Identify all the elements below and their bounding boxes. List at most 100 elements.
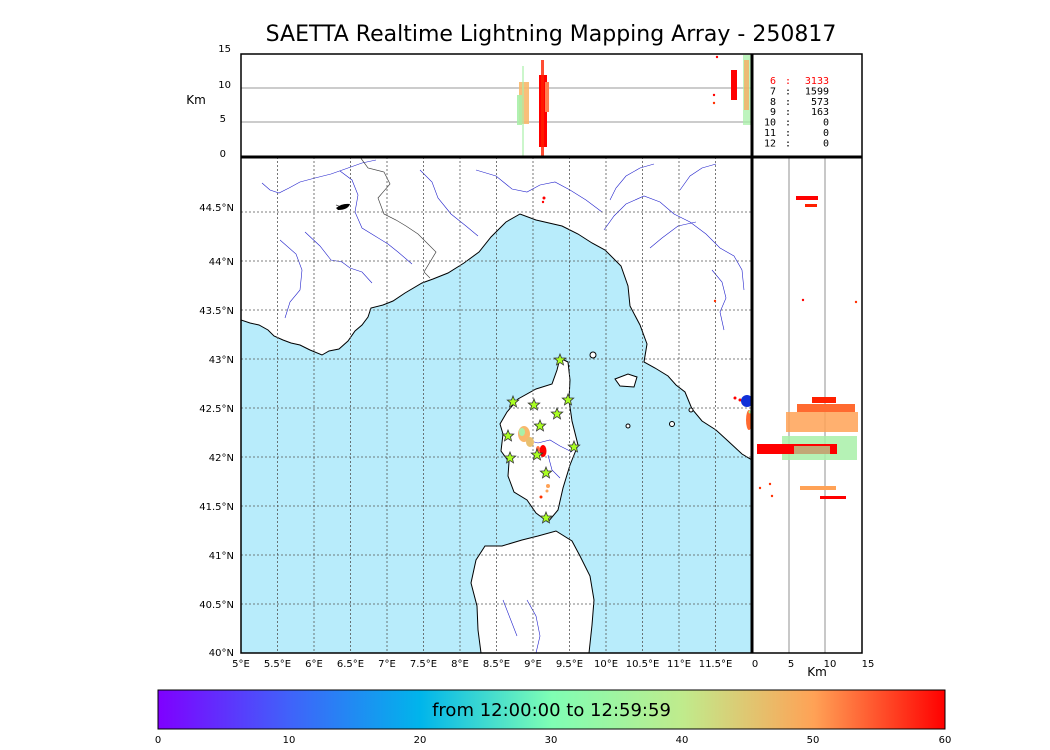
station-star-icon xyxy=(539,510,553,524)
mainland xyxy=(241,157,752,461)
map-panel xyxy=(241,157,752,653)
station-star-icon xyxy=(533,418,547,432)
lat-tick: 41°N xyxy=(209,551,234,562)
count-separator: : xyxy=(785,138,791,149)
colorbar-tick: 10 xyxy=(283,735,296,746)
side-unit-label: Km xyxy=(807,665,827,679)
altitude-ticks: 0 5 10 15 xyxy=(218,44,231,160)
count-hour: 9 xyxy=(770,107,776,118)
count-separator: : xyxy=(785,86,791,97)
altitude-longitude-panel xyxy=(241,54,862,157)
colorbar-ticks: 0 10 20 30 40 50 60 xyxy=(155,735,952,746)
side-tick: 10 xyxy=(824,659,837,670)
count-value: 573 xyxy=(811,97,829,108)
corsica xyxy=(499,357,579,523)
longitude-ticks: 5°E 5.5°E 6°E 6.5°E 7°E 7.5°E 8°E 8.5°E … xyxy=(232,659,732,670)
count-value: 0 xyxy=(823,138,829,149)
count-separator: : xyxy=(785,76,791,87)
colorbar-tick: 30 xyxy=(545,735,558,746)
count-hour: 10 xyxy=(764,118,776,129)
lon-tick: 5.5°E xyxy=(264,659,291,670)
lat-tick: 44.5°N xyxy=(199,203,234,214)
count-separator: : xyxy=(785,118,791,129)
elba-island xyxy=(614,373,638,388)
lat-tick: 44°N xyxy=(209,257,234,268)
alt-tick: 5 xyxy=(220,114,226,125)
station-star-icon xyxy=(553,352,567,366)
side-tick: 5 xyxy=(788,659,794,670)
station-star-icon xyxy=(550,406,564,420)
count-value: 1599 xyxy=(805,86,829,97)
lat-tick: 43.5°N xyxy=(199,306,234,317)
lake xyxy=(336,203,350,210)
lon-tick: 11°E xyxy=(667,659,691,670)
altitude-unit-label: Km xyxy=(186,93,206,107)
lon-tick: 7°E xyxy=(378,659,396,670)
lon-tick: 8°E xyxy=(451,659,469,670)
sardinia xyxy=(470,530,595,653)
small-island xyxy=(589,351,597,359)
rivers xyxy=(261,159,745,653)
count-hour: 11 xyxy=(764,128,776,139)
side-tick: 0 xyxy=(752,659,758,670)
alt-tick: 15 xyxy=(218,44,231,55)
count-value: 0 xyxy=(823,128,829,139)
side-altitude-ticks: 0 5 10 15 xyxy=(752,659,875,670)
station-star-icon xyxy=(527,397,541,411)
station-star-icon xyxy=(567,439,581,453)
lat-tick: 40°N xyxy=(209,648,234,659)
alt-tick: 10 xyxy=(218,80,231,91)
count-hour: 7 xyxy=(770,86,776,97)
plot-title: SAETTA Realtime Lightning Mapping Array … xyxy=(265,22,837,47)
station-star-icon xyxy=(539,465,553,479)
colorbar-tick: 40 xyxy=(676,735,689,746)
hour-counts: 6: 3133 7: 1599 8: 573 9: 163 10: 0 11: 0 12: 0 xyxy=(764,76,829,149)
count-separator: : xyxy=(785,107,791,118)
colorbar-tick: 20 xyxy=(414,735,427,746)
lon-tick: 9.5°E xyxy=(556,659,583,670)
count-value: 163 xyxy=(811,107,829,118)
station-star-icon xyxy=(503,450,517,464)
count-hour: 8 xyxy=(770,97,776,108)
small-island xyxy=(625,423,631,429)
latitude-ticks: 40°N 40.5°N 41°N 41.5°N 42°N 42.5°N 43°N… xyxy=(199,203,234,659)
lat-tick: 43°N xyxy=(209,355,234,366)
lon-tick: 6°E xyxy=(305,659,323,670)
colorbar-time-range-label: from 12:00:00 to 12:59:59 xyxy=(432,700,671,721)
altitude-sources xyxy=(517,55,753,156)
station-star-icon xyxy=(501,428,515,442)
lon-tick: 5°E xyxy=(232,659,250,670)
side-sources xyxy=(757,196,858,499)
alt-tick: 0 xyxy=(220,149,226,160)
lon-tick: 11.5°E xyxy=(699,659,733,670)
lon-tick: 6.5°E xyxy=(337,659,364,670)
lat-tick: 41.5°N xyxy=(199,502,234,513)
station-star-icon xyxy=(506,394,520,408)
count-hour: 6 xyxy=(770,76,776,87)
lon-tick: 9°E xyxy=(524,659,542,670)
count-hour: 12 xyxy=(764,138,776,149)
station-markers xyxy=(501,352,581,524)
station-star-icon xyxy=(530,447,544,461)
lat-tick: 40.5°N xyxy=(199,600,234,611)
station-star-icon xyxy=(561,392,575,406)
lat-tick: 42°N xyxy=(209,453,234,464)
lon-tick: 10°E xyxy=(594,659,618,670)
lat-tick: 42.5°N xyxy=(199,404,234,415)
map-lightning-sources xyxy=(518,196,752,499)
count-value: 3133 xyxy=(805,76,829,87)
count-value: 0 xyxy=(823,118,829,129)
lon-tick: 7.5°E xyxy=(410,659,437,670)
lon-tick: 8.5°E xyxy=(483,659,510,670)
count-separator: : xyxy=(785,97,791,108)
small-island xyxy=(669,421,675,427)
count-separator: : xyxy=(785,128,791,139)
latitude-altitude-panel xyxy=(752,157,862,653)
colorbar-tick: 50 xyxy=(807,735,820,746)
side-tick: 15 xyxy=(862,659,875,670)
colorbar-tick: 60 xyxy=(939,735,952,746)
time-colorbar: 0 10 20 30 40 50 60 xyxy=(155,689,952,746)
map-grid xyxy=(241,157,752,653)
lon-tick: 10.5°E xyxy=(626,659,660,670)
